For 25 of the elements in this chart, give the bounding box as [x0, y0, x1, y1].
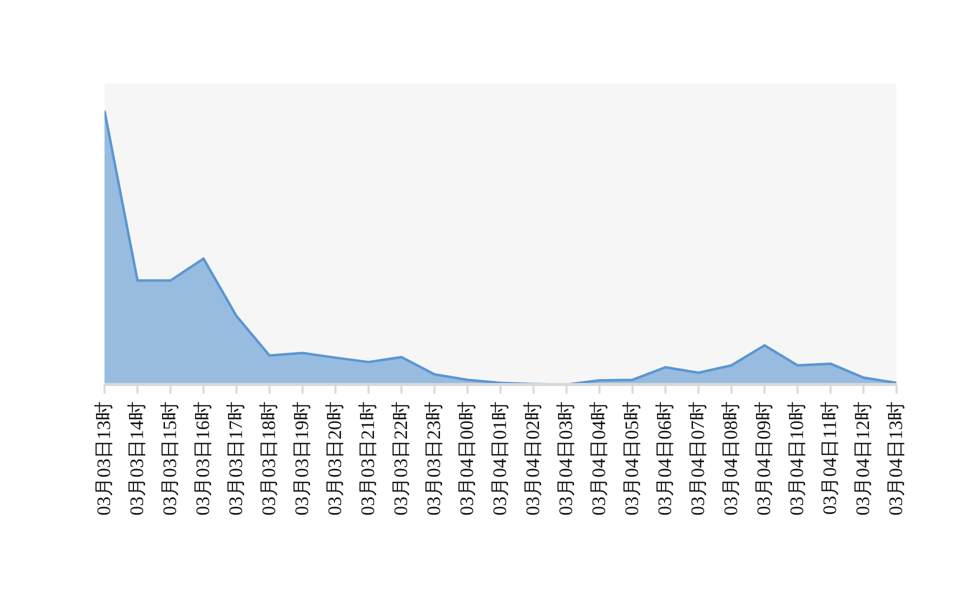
- x-tick-label: 03月04日03时: [556, 402, 577, 516]
- x-tick-label: 03月04日02时: [523, 402, 544, 516]
- x-tick-label: 03月03日23时: [424, 402, 445, 516]
- x-tick-label: 03月04日04时: [589, 402, 610, 516]
- x-tick-label: 03月04日10时: [787, 402, 808, 516]
- x-tick-label: 03月03日16时: [193, 402, 214, 516]
- x-tick-label: 03月03日18时: [259, 402, 280, 516]
- x-tick-label: 03月04日00时: [457, 402, 478, 516]
- x-tick-label: 03月04日08时: [721, 402, 742, 516]
- x-tick-label: 03月03日15时: [160, 402, 181, 516]
- x-tick-label: 03月04日11时: [820, 402, 841, 515]
- x-tick-label: 03月04日06时: [655, 402, 676, 516]
- x-tick-label: 03月03日14时: [127, 402, 148, 516]
- x-tick-label: 03月04日05时: [622, 402, 643, 516]
- x-tick-label: 03月04日13时: [886, 402, 907, 516]
- x-tick-label: 03月03日13时: [94, 402, 115, 516]
- x-tick-label: 03月03日20时: [325, 402, 346, 516]
- x-tick-label: 03月03日17时: [226, 402, 247, 516]
- x-tick-label: 03月03日22时: [391, 402, 412, 516]
- x-tick-label: 03月04日07时: [688, 402, 709, 516]
- x-tick-label: 03月04日12时: [853, 402, 874, 516]
- x-tick-label: 03月04日09时: [754, 402, 775, 516]
- x-tick-label: 03月04日01时: [490, 402, 511, 516]
- x-tick-label: 03月03日19时: [292, 402, 313, 516]
- x-tick-label: 03月03日21时: [358, 402, 379, 516]
